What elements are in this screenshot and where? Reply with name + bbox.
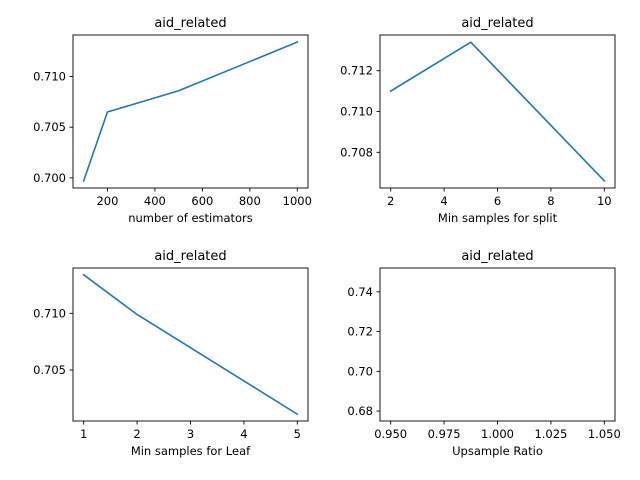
x-tick-label: 800	[239, 194, 261, 208]
y-tick-label: 0.74	[347, 285, 373, 299]
axes-frame	[379, 267, 616, 422]
subplot-title: aid_related	[154, 16, 226, 31]
x-tick-label: 4	[240, 427, 247, 441]
subplot-title: aid_related	[461, 249, 533, 264]
axes-frame	[72, 34, 309, 189]
x-tick-label: 2	[387, 194, 394, 208]
x-tick-label: 10	[597, 194, 612, 208]
x-tick-label: 1.050	[588, 427, 621, 441]
x-axis-label: Min samples for Leaf	[131, 444, 251, 458]
series-line	[82, 273, 299, 416]
y-tick-label: 0.710	[33, 70, 66, 84]
axes-frame	[72, 267, 309, 422]
series-line	[82, 41, 299, 182]
x-tick-label: 1000	[283, 194, 312, 208]
subplot-3: 1 2 3 4 5 0.705 0.710 aid_related Min samples fo…	[33, 249, 309, 458]
y-tick-label: 0.70	[347, 364, 373, 378]
subplot-title: aid_related	[154, 249, 226, 264]
x-tick-label: 400	[144, 194, 166, 208]
y-tick-label: 0.705	[33, 363, 66, 377]
x-tick-label: 1	[80, 427, 87, 441]
y-tick-label: 0.708	[340, 145, 373, 159]
x-axis-label: Upsample Ratio	[452, 444, 543, 458]
y-tick-label: 0.710	[33, 306, 66, 320]
subplot-title: aid_related	[461, 16, 533, 31]
y-tick-label: 0.712	[340, 64, 373, 78]
y-tick-label: 0.710	[340, 105, 373, 119]
x-tick-label: 5	[294, 427, 301, 441]
x-tick-label: 2	[133, 427, 140, 441]
x-tick-label: 4	[440, 194, 447, 208]
series-line	[389, 41, 606, 182]
x-tick-label: 1.025	[534, 427, 567, 441]
x-tick-label: 3	[187, 427, 194, 441]
x-tick-label: 0.975	[428, 427, 461, 441]
x-axis-label: number of estimators	[128, 211, 253, 225]
x-tick-label: 1.000	[481, 427, 514, 441]
y-tick-label: 0.72	[347, 325, 373, 339]
subplot-1: 200 400 600 800 1000 0.700 0.705 0.710 aid_relat…	[33, 16, 312, 225]
y-tick-label: 0.705	[33, 120, 66, 134]
x-tick-label: 8	[547, 194, 554, 208]
x-tick-label: 600	[191, 194, 213, 208]
subplot-4: 0.950 0.975 1.000 1.025 1.050 0.68 0.70 0.72 0.7…	[347, 249, 620, 458]
x-tick-label: 200	[96, 194, 118, 208]
x-axis-label: Min samples for split	[438, 211, 558, 225]
y-tick-label: 0.68	[347, 404, 373, 418]
x-tick-label: 0.950	[374, 427, 407, 441]
x-tick-label: 6	[494, 194, 501, 208]
subplot-2: 2 4 6 8 10 0.708 0.710 0.712 aid_related Min samp…	[340, 16, 616, 225]
axes-frame	[379, 34, 616, 189]
y-tick-label: 0.700	[33, 171, 66, 185]
